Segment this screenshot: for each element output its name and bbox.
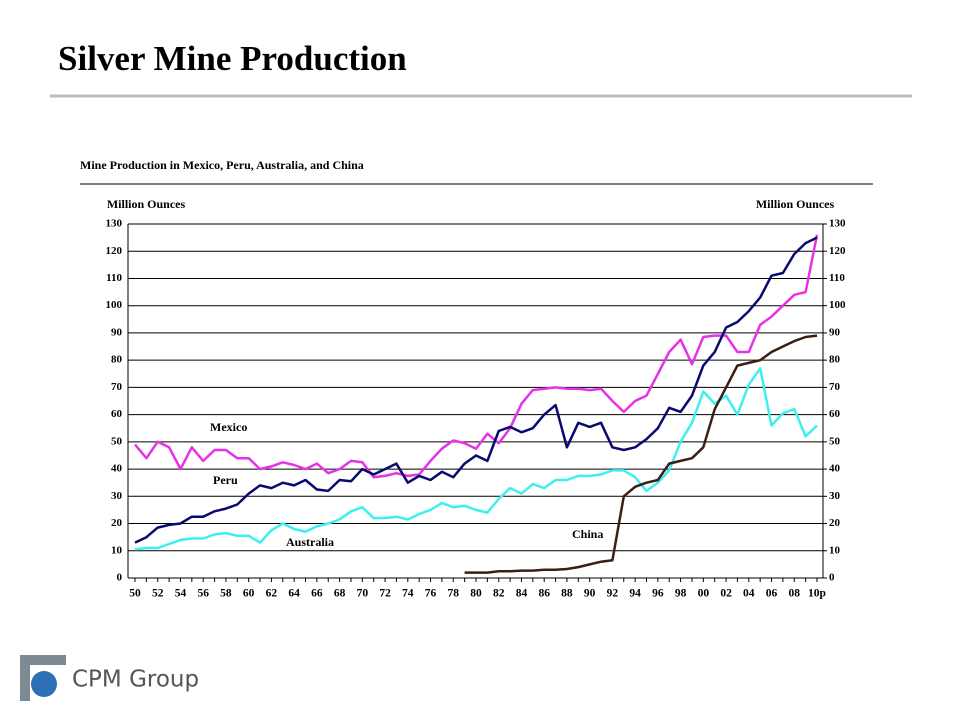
series-line bbox=[134, 234, 819, 479]
y-tick-label: 130 bbox=[106, 218, 123, 230]
series-label: Peru bbox=[213, 473, 238, 487]
x-tick-label: 06 bbox=[766, 588, 778, 600]
y2-axis-label: Million Ounces bbox=[756, 197, 835, 211]
y-tick-label: 120 bbox=[106, 245, 123, 257]
chart-title: Mine Production in Mexico, Peru, Austral… bbox=[80, 158, 364, 172]
x-tick-label: 98 bbox=[675, 588, 687, 600]
y-tick-label: 70 bbox=[111, 381, 123, 393]
y2-tick-label: 40 bbox=[829, 463, 841, 475]
x-tick-label: 80 bbox=[470, 588, 482, 600]
x-tick-label: 96 bbox=[652, 588, 664, 600]
x-tick-label: 52 bbox=[152, 588, 164, 600]
x-tick-label: 58 bbox=[220, 588, 232, 600]
y-tick-label: 110 bbox=[106, 272, 122, 284]
x-tick-label: 84 bbox=[516, 588, 528, 600]
y-tick-label: 90 bbox=[111, 326, 123, 338]
y2-tick-label: 100 bbox=[829, 299, 846, 311]
series-label: Mexico bbox=[210, 420, 247, 434]
x-tick-label: 90 bbox=[584, 588, 596, 600]
x-tick-label: 92 bbox=[607, 588, 619, 600]
y-tick-label: 10 bbox=[111, 544, 123, 556]
x-tick-label: 10p bbox=[808, 588, 826, 600]
y-axis-label: Million Ounces bbox=[107, 197, 186, 211]
series-line bbox=[464, 334, 818, 574]
x-tick-label: 78 bbox=[448, 588, 460, 600]
y-tick-label: 40 bbox=[111, 463, 123, 475]
x-tick-label: 88 bbox=[561, 588, 573, 600]
y2-tick-label: 60 bbox=[829, 408, 841, 420]
x-tick-label: 82 bbox=[493, 588, 505, 600]
y2-tick-label: 10 bbox=[829, 544, 841, 556]
x-tick-label: 60 bbox=[243, 588, 255, 600]
series-line bbox=[134, 367, 818, 551]
logo-globe bbox=[31, 671, 57, 697]
x-tick-label: 66 bbox=[311, 588, 323, 600]
logo: CPM Group bbox=[20, 655, 199, 701]
y-tick-label: 20 bbox=[111, 517, 123, 529]
series-line bbox=[134, 236, 818, 544]
y2-tick-label: 80 bbox=[829, 354, 841, 366]
x-tick-label: 02 bbox=[720, 588, 732, 600]
x-tick-label: 68 bbox=[334, 588, 346, 600]
y2-tick-label: 130 bbox=[829, 218, 846, 230]
y-tick-label: 100 bbox=[106, 299, 123, 311]
x-tick-label: 56 bbox=[197, 588, 209, 600]
y-tick-label: 80 bbox=[111, 354, 123, 366]
series-label: China bbox=[572, 527, 603, 541]
y2-tick-label: 50 bbox=[829, 435, 841, 447]
x-tick-label: 50 bbox=[129, 588, 141, 600]
y2-tick-label: 30 bbox=[829, 490, 841, 502]
y-tick-label: 30 bbox=[111, 490, 123, 502]
y2-tick-label: 0 bbox=[829, 572, 835, 584]
x-tick-label: 94 bbox=[629, 588, 641, 600]
y2-tick-label: 110 bbox=[829, 272, 845, 284]
x-tick-label: 64 bbox=[288, 588, 300, 600]
series-label: Australia bbox=[286, 535, 334, 549]
x-tick-label: 76 bbox=[425, 588, 437, 600]
x-tick-label: 08 bbox=[789, 588, 801, 600]
logo-text: CPM Group bbox=[72, 667, 199, 693]
x-tick-label: 54 bbox=[175, 588, 187, 600]
x-tick-label: 62 bbox=[266, 588, 278, 600]
y2-tick-label: 120 bbox=[829, 245, 846, 257]
y-tick-label: 0 bbox=[117, 572, 123, 584]
slide-title: Silver Mine Production bbox=[58, 39, 407, 78]
x-tick-label: 00 bbox=[698, 588, 710, 600]
y2-tick-label: 70 bbox=[829, 381, 841, 393]
y2-tick-label: 20 bbox=[829, 517, 841, 529]
x-tick-label: 86 bbox=[538, 588, 550, 600]
x-tick-label: 70 bbox=[357, 588, 369, 600]
x-tick-label: 74 bbox=[402, 588, 414, 600]
y2-tick-label: 90 bbox=[829, 326, 841, 338]
y-tick-label: 50 bbox=[111, 435, 123, 447]
y-tick-label: 60 bbox=[111, 408, 123, 420]
x-tick-label: 72 bbox=[379, 588, 391, 600]
x-tick-label: 04 bbox=[743, 588, 755, 600]
